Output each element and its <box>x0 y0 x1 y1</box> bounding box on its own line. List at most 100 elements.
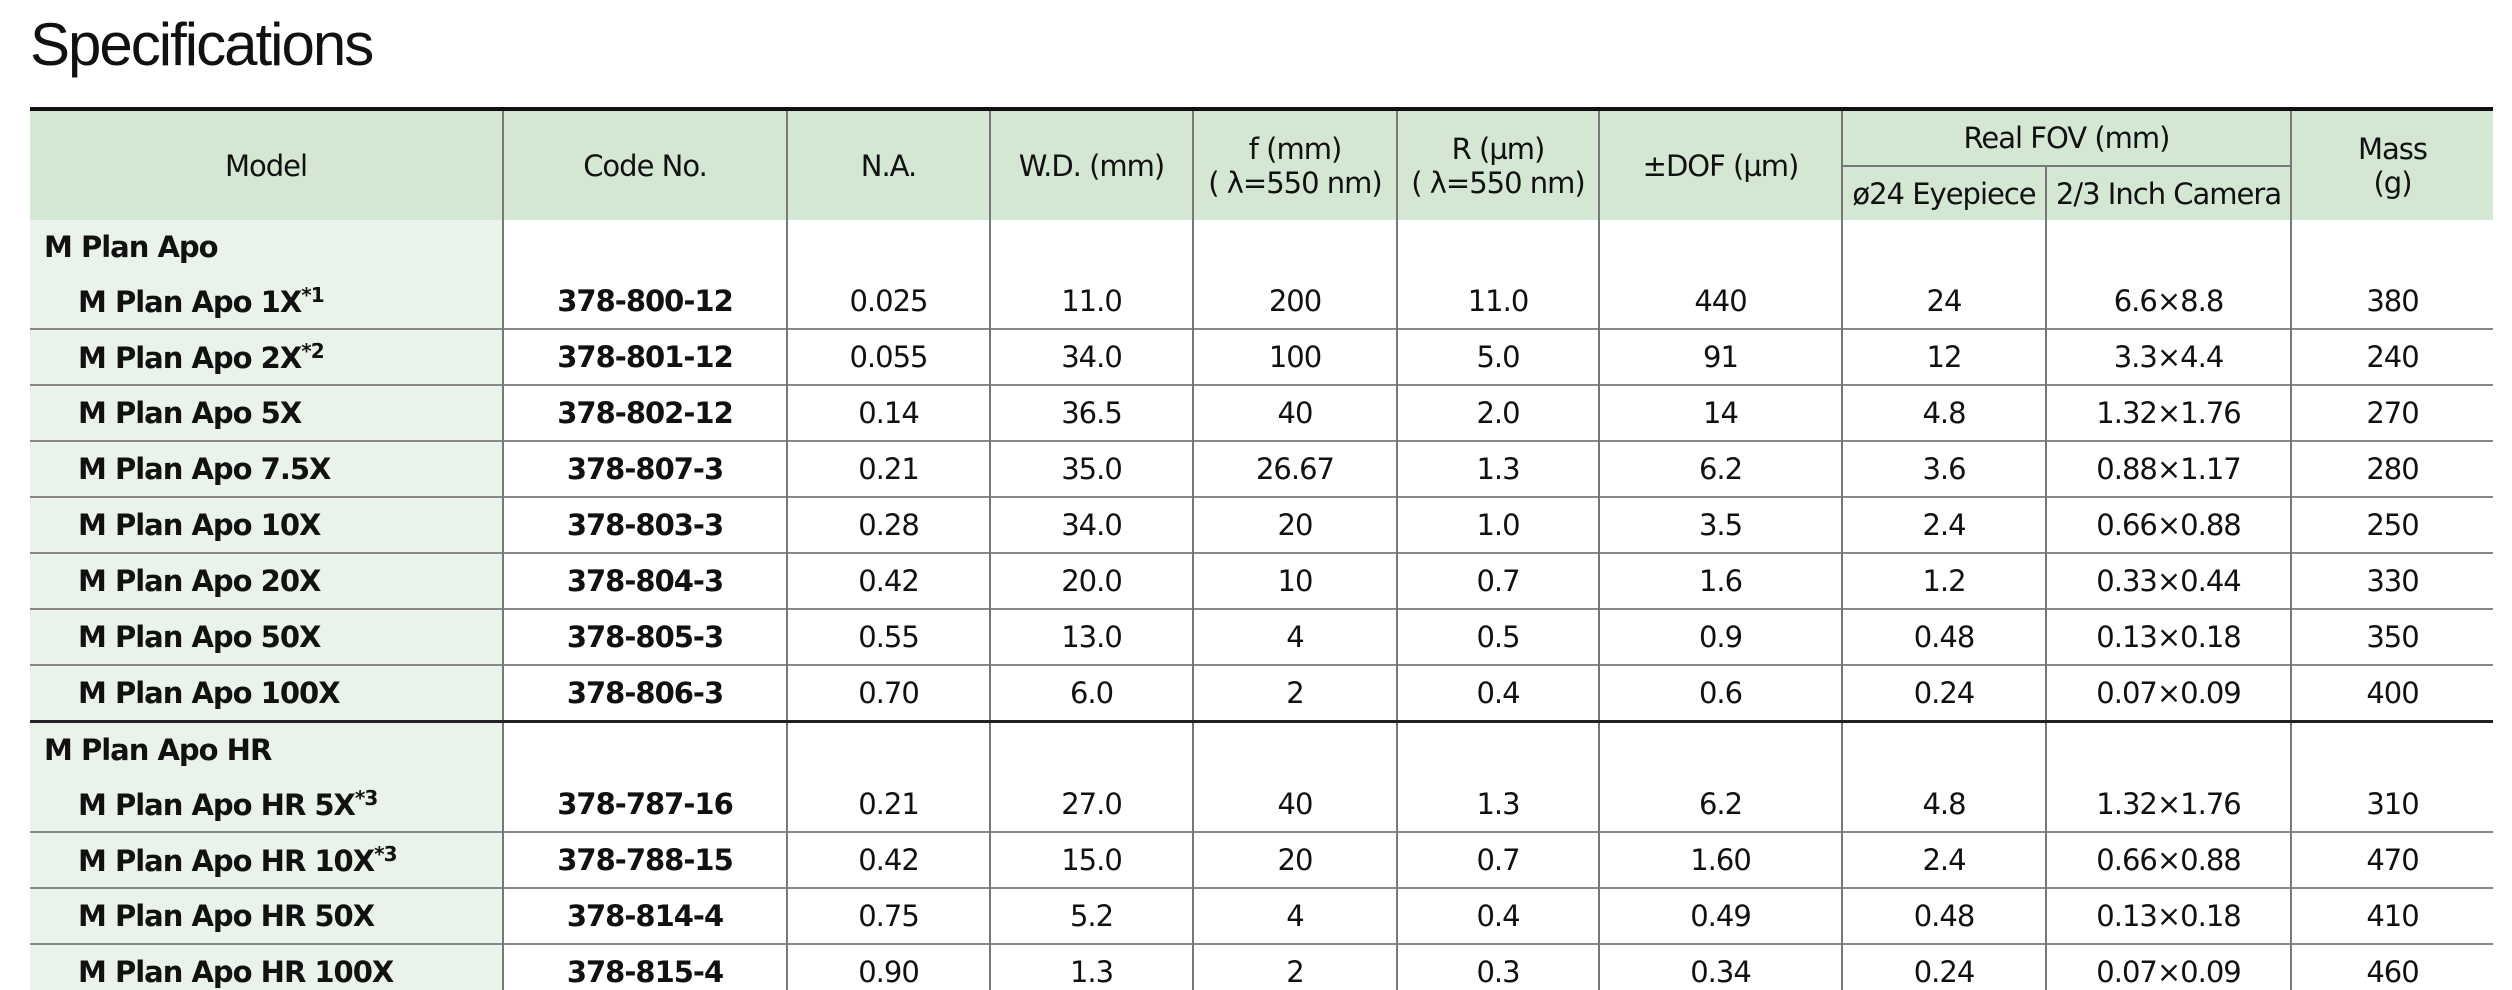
model-name: M Plan Apo HR 10X <box>78 844 375 879</box>
cell: 14 <box>1598 384 1842 441</box>
header-text: Code No. <box>583 148 708 183</box>
cell: 6.2 <box>1598 440 1842 497</box>
cell: 1.60 <box>1598 831 1842 888</box>
cell: 0.48 <box>1841 608 2046 665</box>
cell: 378-803-3 <box>502 496 787 553</box>
empty-cell <box>1192 720 1397 777</box>
cell: 1.32×1.76 <box>2044 384 2292 441</box>
header-cell: Code No. <box>502 109 787 220</box>
cell: 0.07×0.09 <box>2044 664 2292 722</box>
cell: 200 <box>1192 274 1397 329</box>
cell: 0.42 <box>786 552 990 609</box>
data-row: M Plan Apo HR 100X 378-815-4 0.90 1.3 2 0.3 0.… <box>30 943 2494 990</box>
cell: 0.9 <box>1598 608 1842 665</box>
cell: 0.75 <box>786 887 990 944</box>
cell: 100 <box>1192 328 1397 385</box>
cell: 2 <box>1192 943 1397 990</box>
header-text: R (µm) <box>1451 131 1546 166</box>
header-text: (g) <box>2373 165 2412 200</box>
cell: 40 <box>1192 777 1397 832</box>
title: Specifications <box>30 11 374 78</box>
cell: 0.28 <box>786 496 990 553</box>
cell: 20.0 <box>989 552 1193 609</box>
cell: 460 <box>2290 943 2494 990</box>
cell: 0.6 <box>1598 664 1842 722</box>
cell: 0.21 <box>786 777 990 832</box>
header-cell: W.D. (mm) <box>989 109 1193 220</box>
header-group: Real FOV (mm) <box>1840 109 2292 166</box>
cell: 378-788-15 <box>502 831 787 888</box>
cell: 2 <box>1192 664 1397 722</box>
cell: 378-815-4 <box>502 943 787 990</box>
model-cell: M Plan Apo 7.5X <box>30 440 503 497</box>
footnote-mark: *3 <box>354 785 378 810</box>
header-text: Model <box>224 148 308 183</box>
cell: 34.0 <box>989 328 1193 385</box>
cell: 1.3 <box>1396 777 1599 832</box>
model-name: M Plan Apo 20X <box>78 564 321 598</box>
cell: 1.3 <box>989 943 1193 990</box>
cell: 0.90 <box>786 943 990 990</box>
cell: 380 <box>2290 274 2494 329</box>
cell: 1.6 <box>1598 552 1842 609</box>
data-row: M Plan Apo HR 10X*3 378-788-15 0.42 15.0 20 0… <box>30 831 2494 888</box>
data-row: M Plan Apo 1X*1 378-800-12 0.025 11.0 200 11.… <box>30 274 2494 329</box>
cell: 378-806-3 <box>502 664 787 722</box>
empty-cell <box>2044 720 2292 777</box>
group-name: M Plan Apo <box>44 230 219 264</box>
empty-cell <box>786 720 990 777</box>
empty-cell <box>786 220 990 274</box>
group-row: M Plan Apo HR <box>30 720 2494 777</box>
model-name: M Plan Apo 100X <box>78 676 341 710</box>
cell: 11.0 <box>989 274 1193 329</box>
cell: 3.5 <box>1598 496 1842 553</box>
cell: 40 <box>1192 384 1397 441</box>
empty-cell <box>2290 220 2494 274</box>
header-cell: 2/3 Inch Camera <box>2044 165 2292 220</box>
cell: 4 <box>1192 887 1397 944</box>
cell: 1.32×1.76 <box>2044 777 2292 832</box>
cell: 0.7 <box>1396 552 1599 609</box>
cell: 378-801-12 <box>502 328 787 385</box>
empty-cell <box>1598 220 1842 274</box>
model-name: M Plan Apo 1X <box>78 285 302 320</box>
cell: 270 <box>2290 384 2494 441</box>
cell: 0.055 <box>786 328 990 385</box>
cell: 240 <box>2290 328 2494 385</box>
cell: 2.4 <box>1841 831 2046 888</box>
cell: 0.7 <box>1396 831 1599 888</box>
cell: 0.24 <box>1841 664 2046 722</box>
cell: 0.42 <box>786 831 990 888</box>
cell: 0.5 <box>1396 608 1599 665</box>
cell: 0.07×0.09 <box>2044 943 2292 990</box>
cell: 20 <box>1192 831 1397 888</box>
spec-table: Model Code No. N.A. W.D. (mm) f (mm)( λ=550 … <box>30 107 2494 990</box>
data-row: M Plan Apo HR 50X 378-814-4 0.75 5.2 4 0.4 0.4… <box>30 887 2494 944</box>
model-name: M Plan Apo 2X <box>78 341 302 376</box>
model-cell: M Plan Apo 50X <box>30 608 503 665</box>
header-text: f (mm) <box>1248 131 1343 166</box>
empty-cell <box>502 720 787 777</box>
cell: 378-814-4 <box>502 887 787 944</box>
cell: 0.13×0.18 <box>2044 887 2292 944</box>
footnote-mark: *2 <box>301 338 324 363</box>
model-cell: M Plan Apo HR 10X*3 <box>30 831 503 888</box>
empty-cell <box>1598 720 1842 777</box>
cell: 410 <box>2290 887 2494 944</box>
cell: 12 <box>1841 328 2046 385</box>
empty-cell <box>1396 720 1599 777</box>
data-row: M Plan Apo 20X 378-804-3 0.42 20.0 10 0.7 1.6 1… <box>30 552 2494 609</box>
cell: 3.6 <box>1841 440 2046 497</box>
header-row: ø24 Eyepiece 2/3 Inch Camera <box>30 165 2493 220</box>
cell: 0.66×0.88 <box>2044 496 2292 553</box>
header-text: Mass <box>2358 131 2428 166</box>
header-cell: f (mm)( λ=550 nm) <box>1192 109 1397 220</box>
model-cell: M Plan Apo HR 5X*3 <box>30 777 503 832</box>
cell: 35.0 <box>989 440 1193 497</box>
cell: 0.4 <box>1396 664 1599 722</box>
model-name: M Plan Apo 50X <box>78 620 321 654</box>
header-cell: R (µm)( λ=550 nm) <box>1396 109 1599 220</box>
data-row: M Plan Apo 100X 378-806-3 0.70 6.0 2 0.4 0.6 0.… <box>30 664 2494 722</box>
empty-cell <box>1841 220 2046 274</box>
data-row: M Plan Apo 10X 378-803-3 0.28 34.0 20 1.0 3.5 2… <box>30 496 2494 553</box>
